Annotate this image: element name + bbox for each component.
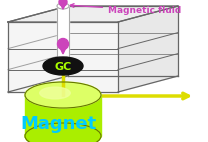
Polygon shape <box>25 95 101 136</box>
Polygon shape <box>60 3 66 9</box>
Ellipse shape <box>57 3 69 9</box>
Text: Magnetic fluid: Magnetic fluid <box>70 4 181 14</box>
Ellipse shape <box>25 123 101 142</box>
Ellipse shape <box>57 38 68 50</box>
Ellipse shape <box>43 57 83 75</box>
Text: GC: GC <box>54 61 72 72</box>
Polygon shape <box>8 6 178 22</box>
Text: Magnet: Magnet <box>20 115 96 133</box>
Ellipse shape <box>57 59 69 65</box>
Ellipse shape <box>59 0 67 6</box>
Polygon shape <box>59 46 67 54</box>
Polygon shape <box>118 6 178 92</box>
Polygon shape <box>8 22 118 92</box>
Ellipse shape <box>40 87 70 99</box>
Ellipse shape <box>25 82 101 108</box>
Polygon shape <box>57 6 69 62</box>
